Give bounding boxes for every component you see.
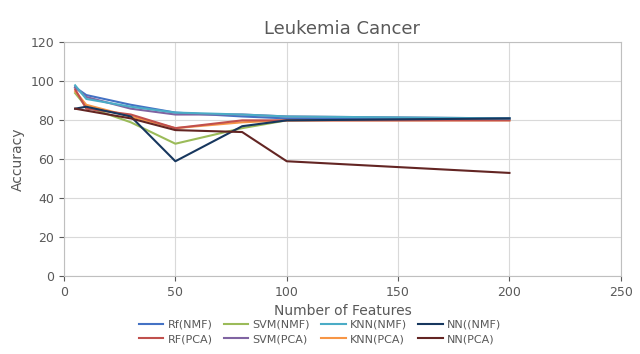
X-axis label: Number of Features: Number of Features [273, 304, 412, 318]
Y-axis label: Accuracy: Accuracy [11, 127, 25, 191]
Legend: Rf(NMF), RF(PCA), SVM(NMF), SVM(PCA), KNN(NMF), KNN(PCA), NN((NMF), NN(PCA): Rf(NMF), RF(PCA), SVM(NMF), SVM(PCA), KN… [134, 315, 506, 348]
Title: Leukemia Cancer: Leukemia Cancer [264, 20, 420, 38]
